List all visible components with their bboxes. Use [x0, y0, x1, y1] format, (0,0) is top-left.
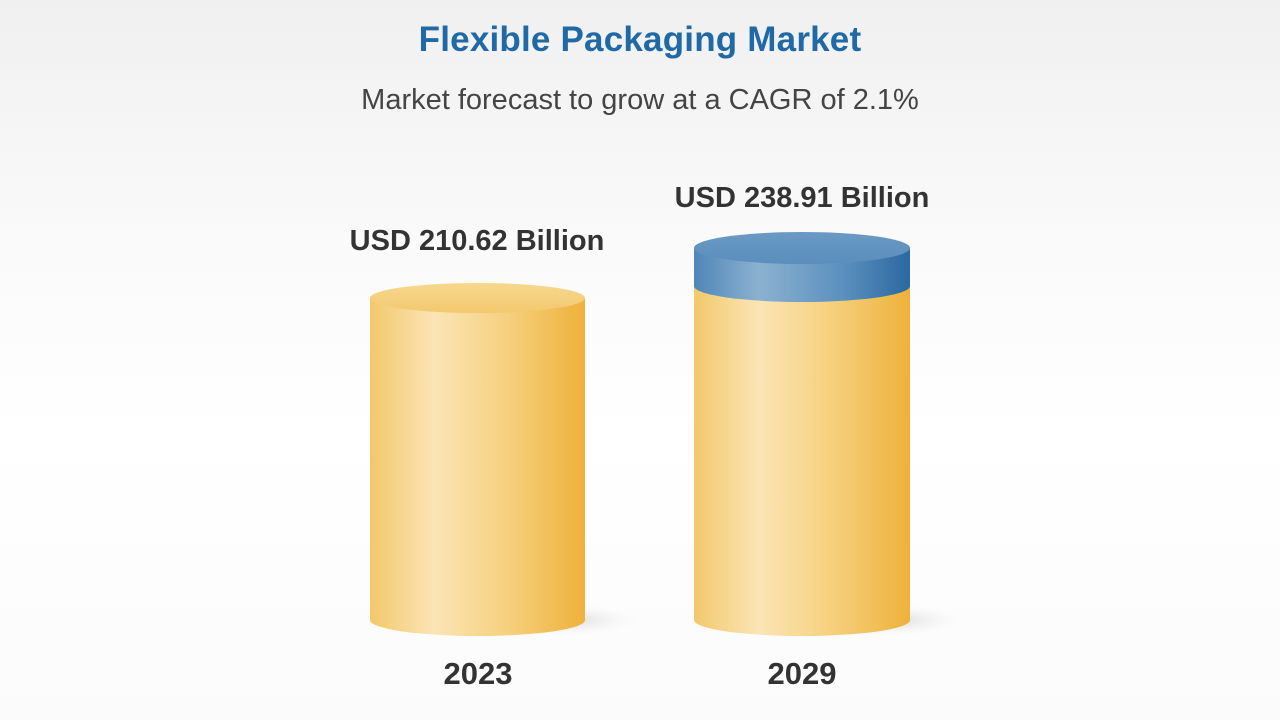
- year-label-2023: 2023: [443, 656, 513, 691]
- cylinder-body: [694, 286, 910, 636]
- cylinder-top: [694, 232, 910, 264]
- chart-title: Flexible Packaging Market: [418, 20, 862, 59]
- year-label-2029: 2029: [767, 656, 837, 691]
- bar-2023: [370, 283, 650, 638]
- bar-2029: [694, 232, 975, 638]
- chart-subtitle: Market forecast to grow at a CAGR of 2.1…: [361, 84, 919, 116]
- value-label-2023: USD 210.62 Billion: [349, 225, 605, 257]
- value-label-2029: USD 238.91 Billion: [674, 182, 930, 214]
- cylinder-body: [370, 298, 585, 636]
- cylinder-top: [370, 283, 585, 313]
